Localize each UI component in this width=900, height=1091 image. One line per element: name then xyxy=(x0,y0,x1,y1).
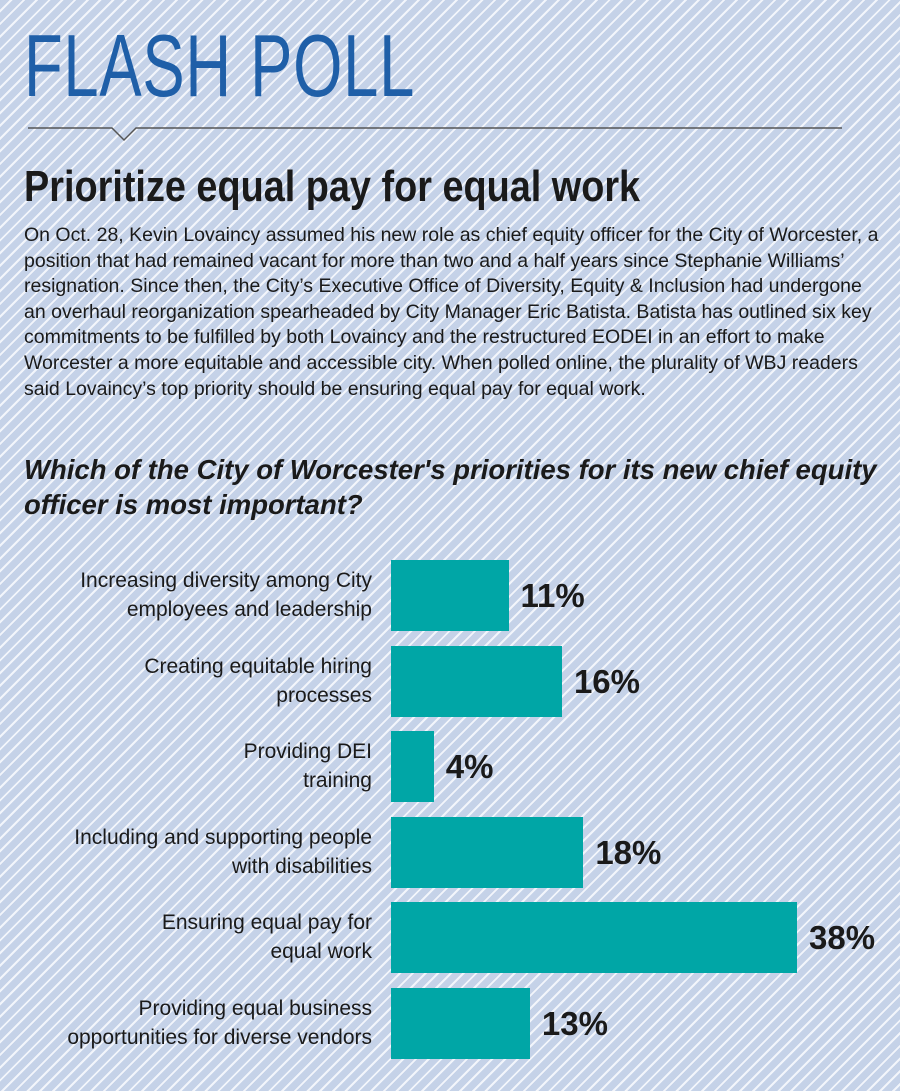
bar xyxy=(391,902,797,974)
category-label-line: Ensuring equal pay for xyxy=(161,911,372,935)
bar xyxy=(391,816,584,888)
category-label-line: with disabilities xyxy=(231,854,372,878)
headline: Prioritize equal pay for equal work xyxy=(24,162,641,211)
flash-poll-kicker: FLASH POLL xyxy=(24,16,416,115)
category-label: Providing equal business opportunities fo… xyxy=(8,994,372,1052)
value-label: 13% xyxy=(541,1005,608,1042)
category-label-line: employees and leadership xyxy=(126,598,372,621)
value-label: 16% xyxy=(573,662,640,700)
category-label-line: opportunities for diverse vendors xyxy=(67,1026,372,1049)
value-label: 4% xyxy=(445,748,494,786)
category-label-line: equal work xyxy=(270,940,372,964)
category-label: Ensuring equal pay for equal work xyxy=(8,908,372,966)
bar xyxy=(391,731,434,803)
bar xyxy=(391,560,509,631)
category-label-line: Providing equal business xyxy=(138,997,372,1020)
intro-paragraph: On Oct. 28, Kevin Lovaincy assumed his n… xyxy=(24,224,879,400)
category-label-line: Providing DEI xyxy=(243,740,372,764)
category-label-line: Creating equitable hiring xyxy=(144,654,372,678)
header-rule xyxy=(28,127,842,142)
category-label-line: Increasing diversity among City xyxy=(80,569,372,592)
bar xyxy=(391,645,562,717)
value-label: 18% xyxy=(595,833,662,871)
category-label: Including and supporting people with disa… xyxy=(8,823,372,881)
category-label: Creating equitable hiring processes xyxy=(8,652,372,710)
poll-bar-chart: Increasing diversity among City employees… xyxy=(0,552,900,1072)
category-label: Providing DEI training xyxy=(8,737,372,795)
category-label-line: Including and supporting people xyxy=(74,825,372,849)
bar xyxy=(391,988,530,1059)
chart-question: Which of the City of Worcester's priorit… xyxy=(24,454,877,520)
category-label-line: training xyxy=(303,769,372,793)
category-label: Increasing diversity among City employees… xyxy=(8,566,372,624)
category-label-line: processes xyxy=(276,683,372,707)
value-label: 11% xyxy=(520,577,585,614)
value-label: 38% xyxy=(809,919,876,957)
